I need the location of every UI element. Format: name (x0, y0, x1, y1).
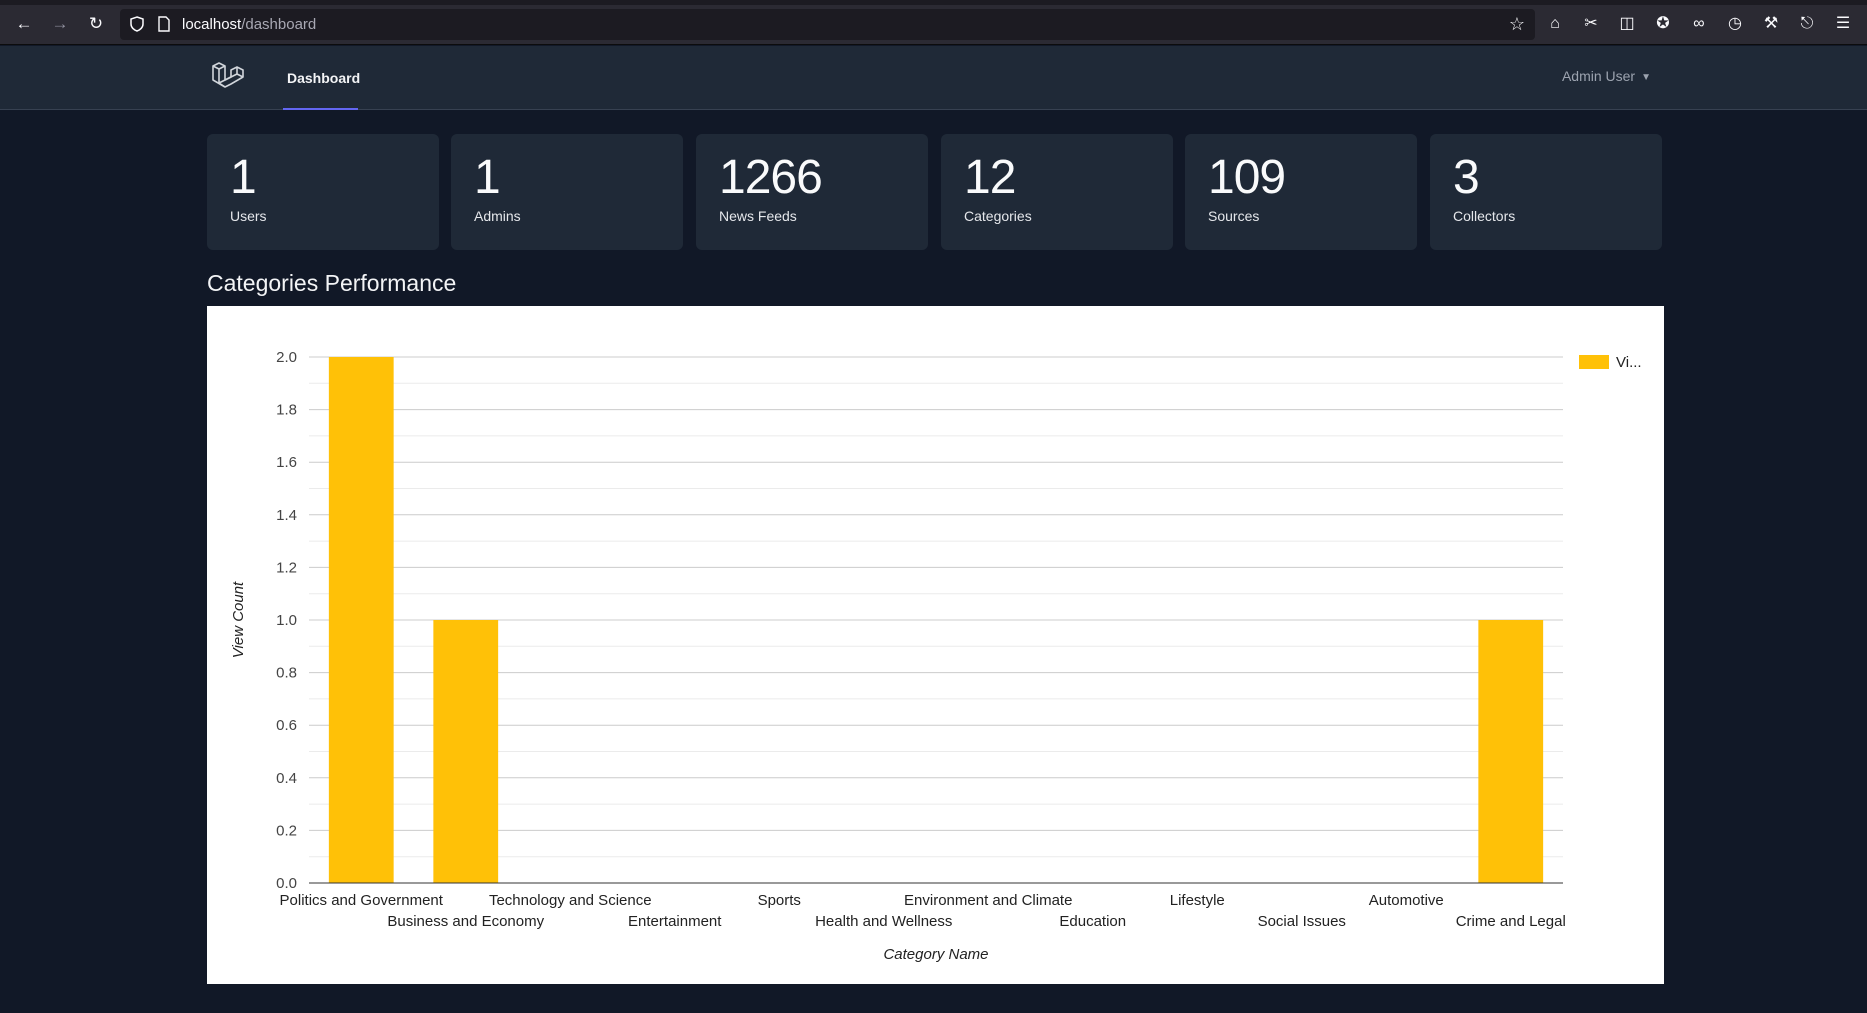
y-tick-label: 0.2 (276, 822, 297, 839)
url-text[interactable]: localhost/dashboard (182, 16, 317, 33)
stat-card-collectors: 3 Collectors (1430, 134, 1662, 250)
private-mask-icon[interactable]: ∞ (1693, 15, 1705, 32)
page-icon (158, 16, 170, 32)
y-tick-label: 0.6 (276, 717, 297, 734)
stat-label: Categories (964, 208, 1032, 224)
legend-swatch (1579, 355, 1609, 369)
stat-card-admins: 1 Admins (451, 134, 683, 250)
x-tick-label: Crime and Legal (1456, 913, 1566, 930)
x-tick-label: Lifestyle (1170, 892, 1225, 909)
x-tick-label: Automotive (1369, 892, 1444, 909)
y-tick-label: 0.8 (276, 665, 297, 682)
y-tick-label: 0.0 (276, 875, 297, 892)
stat-card-users: 1 Users (207, 134, 439, 250)
stat-label: Sources (1208, 208, 1260, 224)
tab-strip (0, 0, 1867, 5)
screenshot-icon[interactable]: ✂ (1584, 15, 1598, 32)
x-tick-label: Business and Economy (387, 913, 544, 930)
x-tick-label: Sports (758, 892, 801, 909)
extensions-icon[interactable]: ⎋ (1800, 15, 1814, 32)
shield-icon[interactable] (128, 15, 146, 33)
x-tick-label: Entertainment (628, 913, 722, 930)
stat-value: 3 (1453, 151, 1480, 204)
sidebar-icon[interactable]: ◫ (1619, 15, 1635, 32)
bar (1478, 620, 1544, 883)
stat-value: 109 (1208, 151, 1286, 204)
legend-label: Vi... (1616, 354, 1642, 371)
stat-card-categories: 12 Categories (941, 134, 1173, 250)
browser-toolbar: ← → ↻ localhost/dashboard ☆ ⌂ ✂ ◫ ✪ ∞ ◷ … (0, 0, 1867, 45)
tools-wrench-icon[interactable]: ⚒ (1763, 15, 1779, 32)
y-tick-label: 2.0 (276, 349, 297, 366)
home-icon[interactable]: ⌂ (1550, 15, 1560, 32)
bookmarks-icon[interactable]: ✪ (1656, 15, 1670, 32)
x-tick-label: Technology and Science (489, 892, 652, 909)
laravel-logo-icon[interactable] (209, 60, 245, 96)
reload-button[interactable]: ↻ (88, 14, 104, 33)
y-tick-label: 1.6 (276, 454, 297, 471)
address-bar[interactable]: localhost/dashboard ☆ (120, 9, 1535, 40)
stat-value: 1266 (719, 151, 823, 204)
x-tick-label: Environment and Climate (904, 892, 1072, 909)
nav-link-dashboard[interactable]: Dashboard (283, 46, 361, 110)
y-tick-label: 1.2 (276, 559, 297, 576)
forward-button[interactable]: → (51, 14, 69, 33)
stat-card-news-feeds: 1266 News Feeds (696, 134, 928, 250)
y-tick-label: 0.4 (276, 770, 297, 787)
x-tick-label: Social Issues (1258, 913, 1346, 930)
bar (433, 620, 499, 883)
stat-value: 12 (964, 151, 1016, 204)
stat-label: Admins (474, 208, 521, 224)
y-tick-label: 1.8 (276, 402, 297, 419)
user-menu-dropdown[interactable]: Admin User ▼ (1562, 68, 1651, 84)
y-axis-title: View Count (230, 581, 247, 658)
app-header: Dashboard Admin User ▼ (0, 46, 1867, 110)
history-icon[interactable]: ◷ (1728, 15, 1742, 32)
chevron-down-icon: ▼ (1641, 72, 1651, 83)
stat-value: 1 (230, 151, 257, 204)
y-tick-label: 1.0 (276, 612, 297, 629)
chart-panel: 0.0 0.2 0.4 0.6 0.8 1.0 1.2 1.4 1.6 1.8 2.0 Politic… (207, 306, 1664, 984)
menu-icon[interactable]: ☰ (1835, 15, 1851, 32)
bar (328, 357, 394, 883)
stat-card-sources: 109 Sources (1185, 134, 1417, 250)
x-tick-label: Education (1059, 913, 1126, 930)
bar-chart: 0.0 0.2 0.4 0.6 0.8 1.0 1.2 1.4 1.6 1.8 2.0 Politic… (230, 349, 1642, 963)
stat-value: 1 (474, 151, 501, 204)
stat-label: Users (230, 208, 267, 224)
stat-label: News Feeds (719, 208, 797, 224)
x-tick-label: Politics and Government (280, 892, 444, 909)
nav-dashboard-label: Dashboard (287, 70, 361, 86)
x-axis-title: Category Name (883, 946, 988, 963)
bookmark-star-icon[interactable]: ☆ (1508, 14, 1525, 34)
user-name: Admin User (1561, 68, 1636, 84)
back-button[interactable]: ← (15, 14, 33, 33)
stat-label: Collectors (1453, 208, 1516, 224)
y-tick-label: 1.4 (276, 507, 297, 524)
x-tick-label: Health and Wellness (815, 913, 952, 930)
section-title: Categories Performance (207, 270, 457, 296)
